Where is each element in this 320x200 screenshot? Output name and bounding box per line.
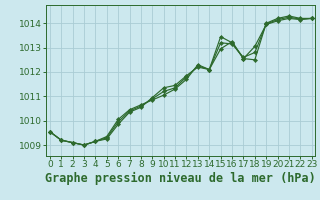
X-axis label: Graphe pression niveau de la mer (hPa): Graphe pression niveau de la mer (hPa) — [45, 172, 316, 185]
